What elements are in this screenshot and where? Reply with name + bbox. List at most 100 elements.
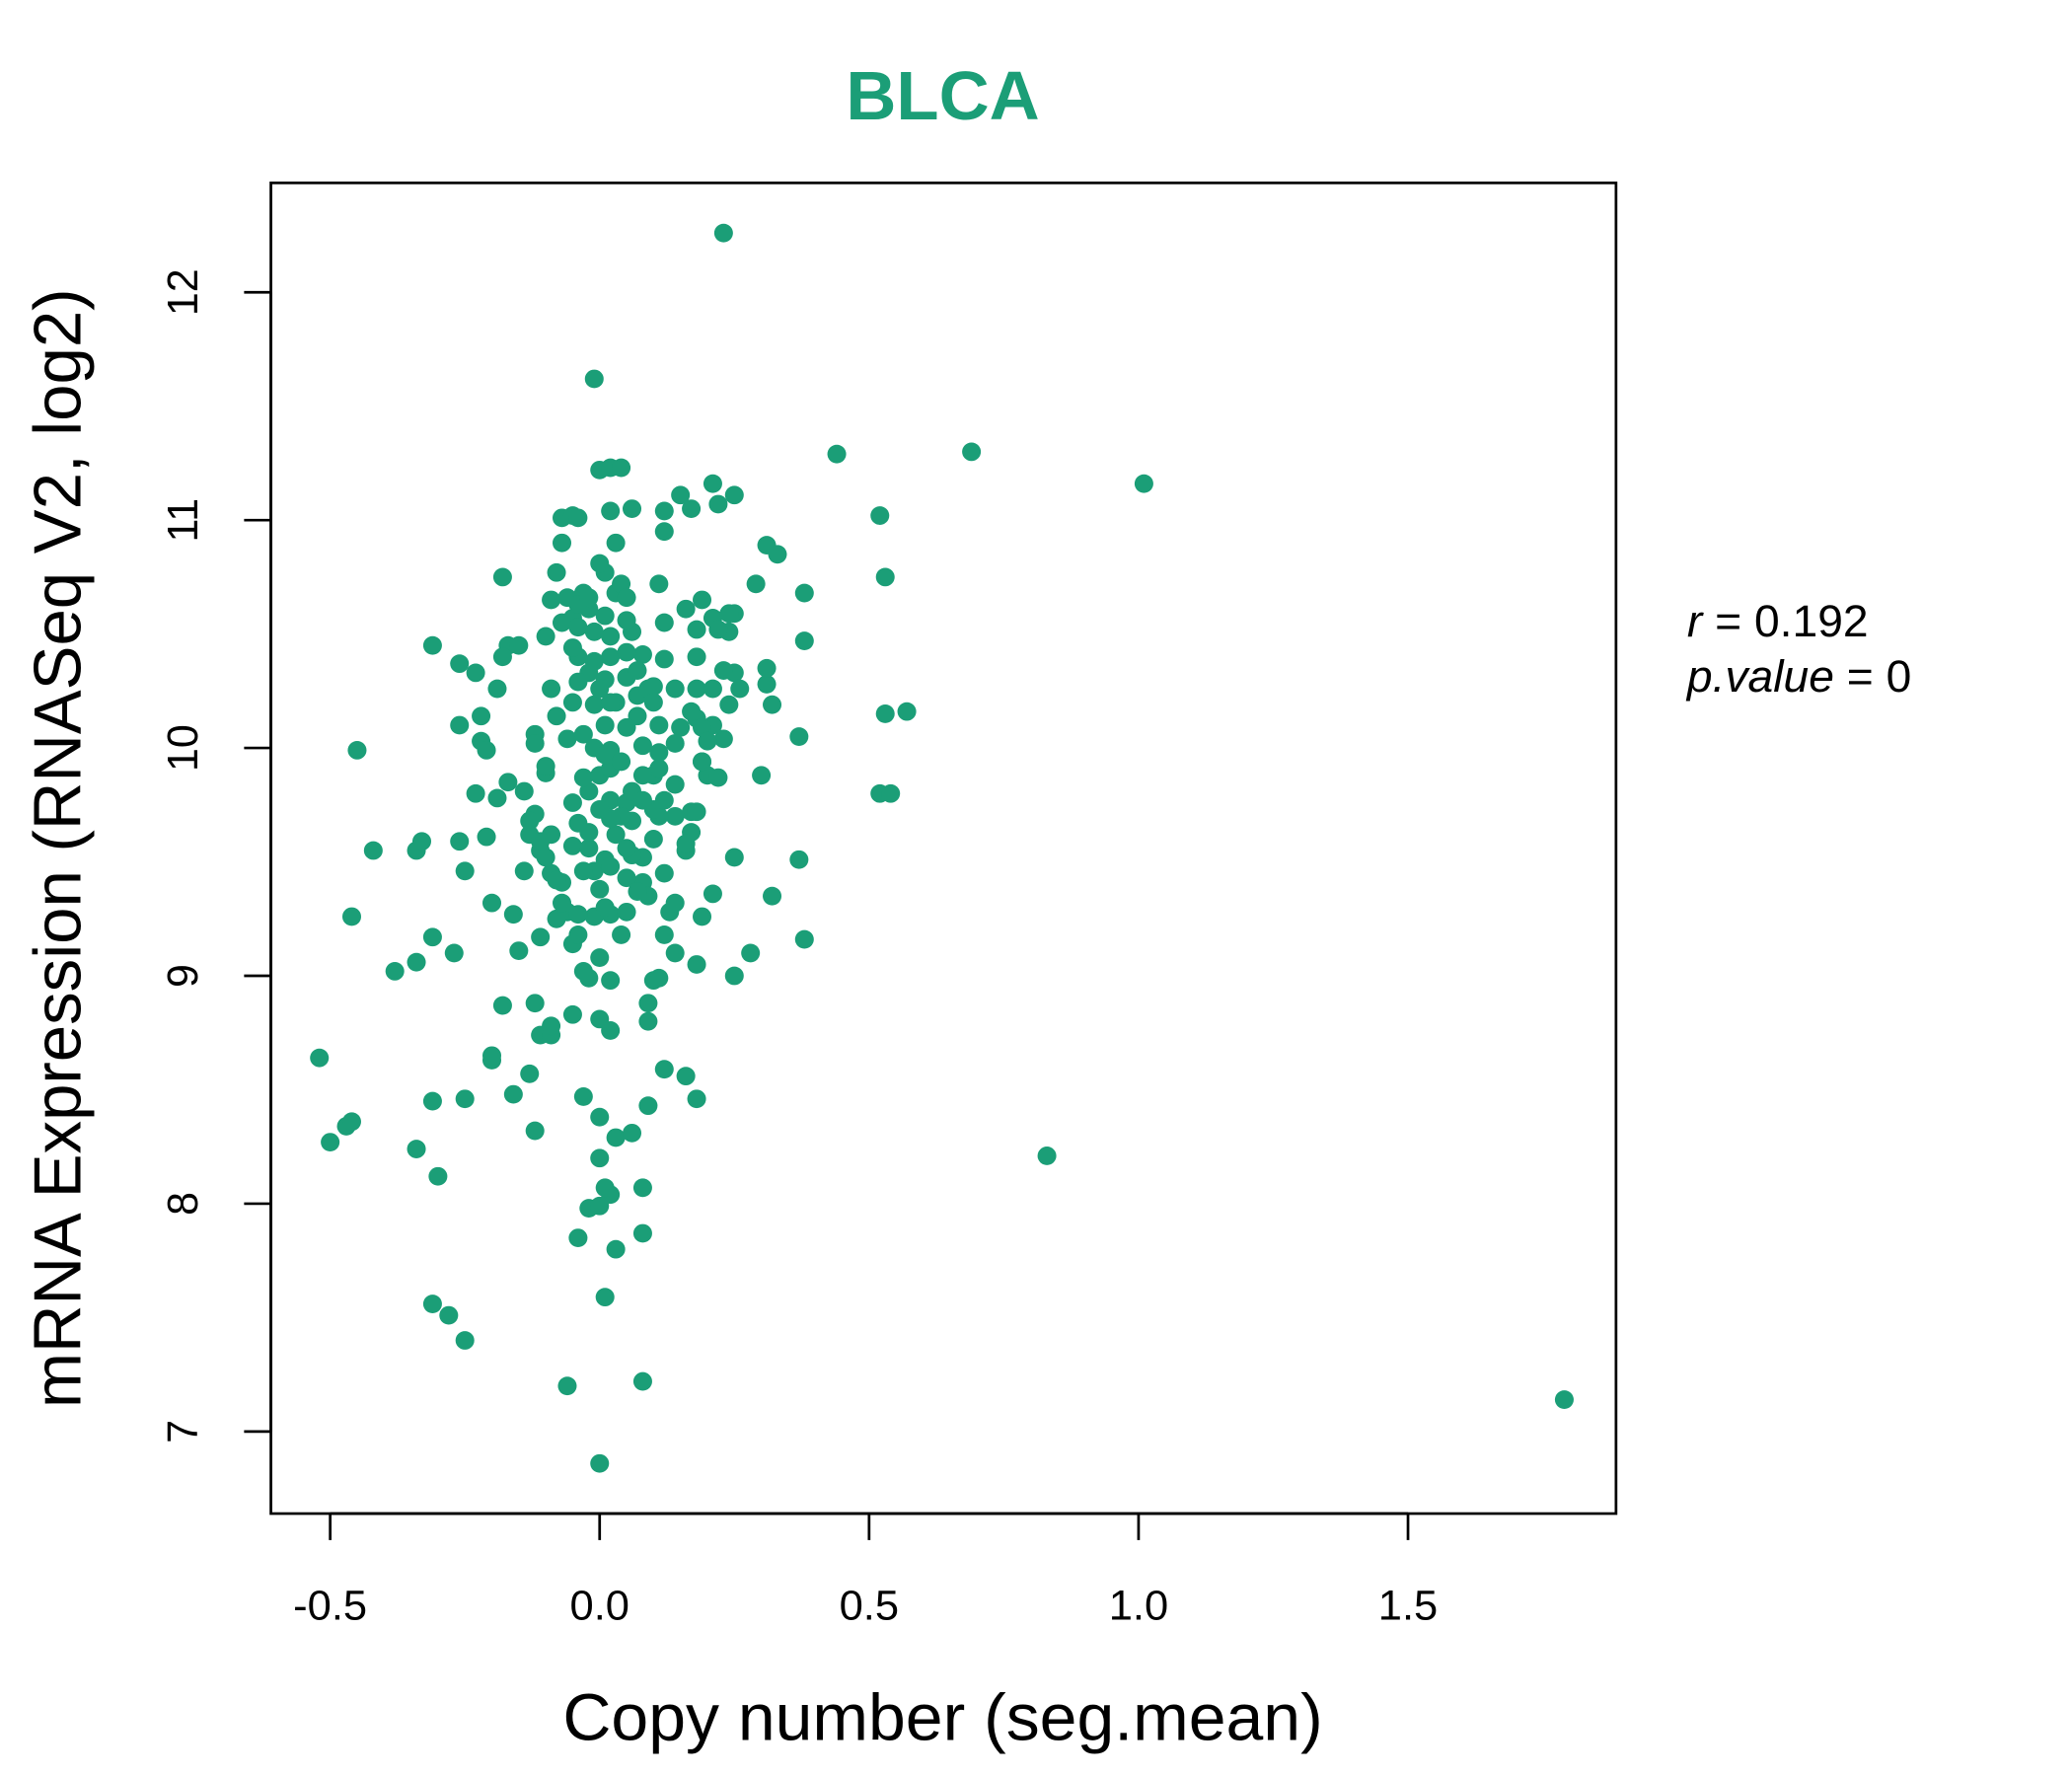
data-point <box>503 905 523 925</box>
data-point <box>693 907 712 926</box>
data-point <box>665 775 685 794</box>
data-point <box>601 501 621 521</box>
data-point <box>665 806 685 826</box>
data-point <box>562 638 582 657</box>
data-point <box>601 1021 621 1040</box>
data-point <box>649 574 669 594</box>
data-point <box>649 743 669 763</box>
data-point <box>676 599 696 619</box>
data-point <box>654 613 674 632</box>
y-tick-label: 8 <box>160 1192 207 1216</box>
data-point <box>687 679 706 699</box>
data-point <box>606 825 626 845</box>
data-point <box>422 1091 442 1111</box>
data-point <box>455 1331 475 1350</box>
x-tick-label: -0.5 <box>293 1583 367 1630</box>
data-point <box>536 848 555 867</box>
data-point <box>719 695 739 714</box>
data-point <box>595 1288 615 1307</box>
data-point <box>514 861 534 881</box>
data-point <box>341 907 362 926</box>
data-point <box>347 740 367 760</box>
data-point <box>654 863 674 883</box>
x-tick-label: 0.0 <box>570 1583 629 1630</box>
data-point <box>643 677 663 697</box>
data-point <box>617 642 636 662</box>
data-point <box>498 773 518 792</box>
y-axis-title: mRNA Expression (RNASeq V2, log2) <box>21 288 95 1407</box>
data-point <box>552 893 572 913</box>
data-point <box>601 971 621 991</box>
data-point <box>654 501 674 521</box>
data-point <box>542 590 561 610</box>
data-point <box>584 695 604 714</box>
data-point <box>665 734 685 753</box>
data-point <box>552 533 572 553</box>
data-point <box>638 1096 658 1116</box>
data-point <box>703 679 722 699</box>
data-point <box>628 661 647 680</box>
y-tick-label: 7 <box>160 1420 207 1443</box>
data-point <box>632 645 652 664</box>
data-point <box>450 654 470 674</box>
data-point <box>568 618 588 637</box>
data-point <box>827 444 847 464</box>
data-point <box>492 567 512 587</box>
data-point <box>525 1121 545 1141</box>
data-point <box>617 611 636 630</box>
data-point <box>628 882 647 901</box>
data-point <box>612 925 631 944</box>
data-point <box>897 702 917 721</box>
data-point <box>703 884 722 904</box>
x-tick-label: 1.5 <box>1378 1583 1438 1630</box>
data-point <box>881 783 901 803</box>
data-point <box>520 1064 540 1083</box>
p-value: 0 <box>1887 650 1912 702</box>
data-point <box>654 649 674 669</box>
data-point <box>617 868 636 888</box>
data-point <box>557 1376 577 1396</box>
data-point <box>557 729 577 749</box>
data-point <box>547 562 566 582</box>
data-point <box>708 620 728 639</box>
data-point <box>573 724 593 744</box>
data-point <box>875 704 895 723</box>
data-point <box>757 658 777 678</box>
data-point <box>638 994 658 1013</box>
data-point <box>632 1178 652 1198</box>
data-point <box>590 1107 610 1127</box>
data-point <box>428 1166 448 1186</box>
data-point <box>601 693 621 712</box>
data-point <box>590 554 610 573</box>
data-point <box>632 766 652 785</box>
data-point <box>552 613 572 632</box>
data-point <box>665 893 685 913</box>
data-point <box>579 968 599 988</box>
data-point <box>794 631 814 650</box>
p-value-stat: p.value = 0 <box>1685 650 1911 702</box>
r-label: r <box>1687 595 1704 646</box>
data-point <box>492 647 512 667</box>
data-point <box>612 458 631 478</box>
data-point <box>708 768 728 787</box>
data-point <box>617 717 636 737</box>
data-point <box>671 717 691 737</box>
data-point <box>654 790 674 810</box>
data-point <box>455 861 475 881</box>
data-point <box>746 574 766 594</box>
data-point <box>562 836 582 855</box>
data-point <box>763 886 782 906</box>
data-point <box>703 474 722 493</box>
data-point <box>713 223 733 243</box>
y-tick-label: 9 <box>160 964 207 988</box>
data-point <box>341 1112 362 1132</box>
data-point <box>509 635 529 655</box>
data-point <box>649 968 669 988</box>
data-point <box>1037 1147 1057 1165</box>
data-point <box>477 827 496 847</box>
p-label: p.value <box>1685 650 1834 702</box>
data-point <box>724 485 744 505</box>
y-tick-label: 12 <box>160 268 207 316</box>
data-point <box>724 848 744 867</box>
